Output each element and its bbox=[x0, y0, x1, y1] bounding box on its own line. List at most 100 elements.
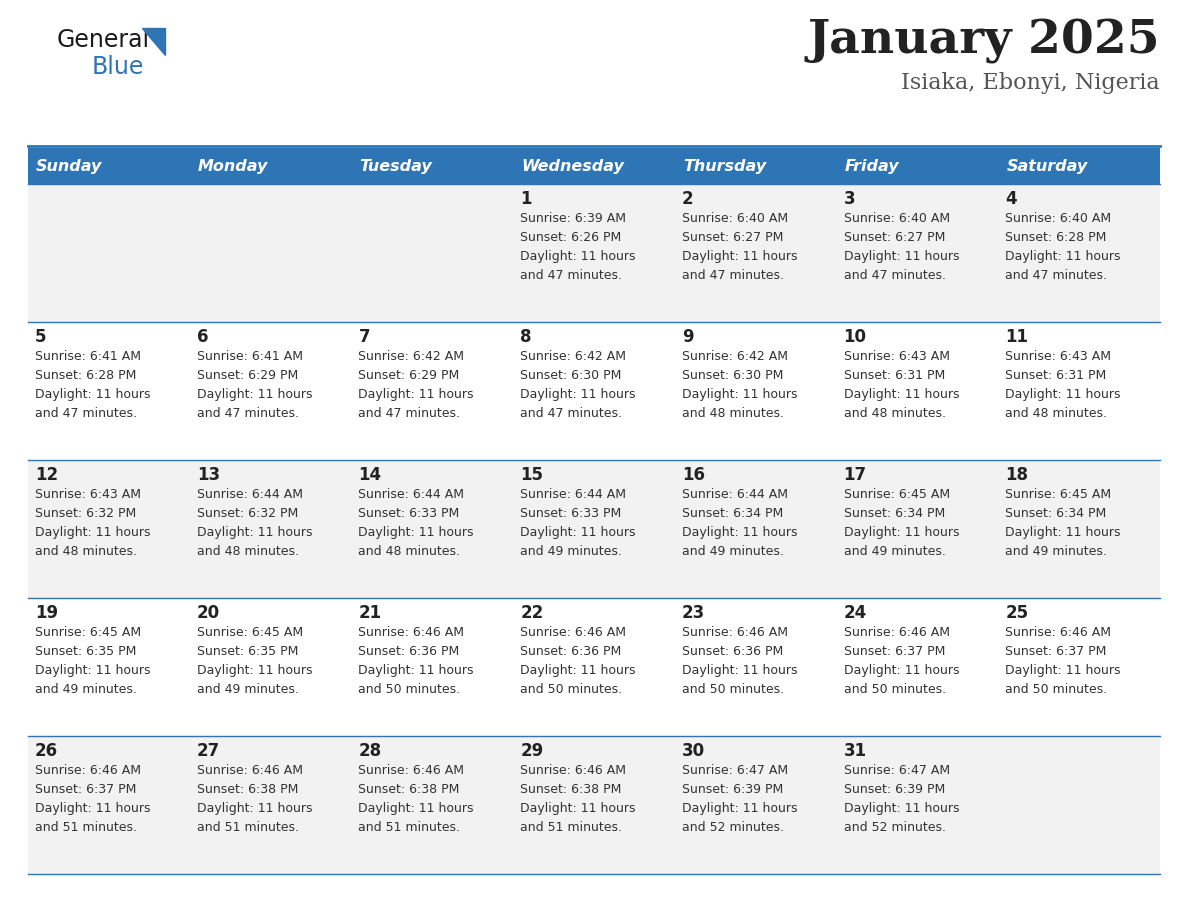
Bar bbox=[29, 598, 1159, 736]
Text: and 49 minutes.: and 49 minutes. bbox=[682, 545, 784, 558]
Text: 30: 30 bbox=[682, 742, 704, 760]
Text: 3: 3 bbox=[843, 190, 855, 208]
Text: Daylight: 11 hours: Daylight: 11 hours bbox=[359, 526, 474, 539]
Text: Daylight: 11 hours: Daylight: 11 hours bbox=[843, 526, 959, 539]
Text: Sunrise: 6:44 AM: Sunrise: 6:44 AM bbox=[682, 488, 788, 501]
Text: Sunrise: 6:41 AM: Sunrise: 6:41 AM bbox=[197, 350, 303, 363]
Text: Sunset: 6:36 PM: Sunset: 6:36 PM bbox=[359, 645, 460, 658]
Text: and 51 minutes.: and 51 minutes. bbox=[520, 821, 623, 834]
Text: Daylight: 11 hours: Daylight: 11 hours bbox=[34, 802, 151, 815]
Text: Sunrise: 6:46 AM: Sunrise: 6:46 AM bbox=[843, 626, 949, 639]
Text: 14: 14 bbox=[359, 466, 381, 484]
Text: and 48 minutes.: and 48 minutes. bbox=[843, 407, 946, 420]
Text: Daylight: 11 hours: Daylight: 11 hours bbox=[34, 664, 151, 677]
Text: Daylight: 11 hours: Daylight: 11 hours bbox=[682, 388, 797, 401]
Text: Daylight: 11 hours: Daylight: 11 hours bbox=[682, 802, 797, 815]
Text: Sunset: 6:31 PM: Sunset: 6:31 PM bbox=[843, 369, 944, 382]
Text: Daylight: 11 hours: Daylight: 11 hours bbox=[1005, 388, 1120, 401]
Text: Daylight: 11 hours: Daylight: 11 hours bbox=[843, 664, 959, 677]
Text: and 51 minutes.: and 51 minutes. bbox=[34, 821, 137, 834]
Text: and 47 minutes.: and 47 minutes. bbox=[359, 407, 461, 420]
Text: Sunset: 6:34 PM: Sunset: 6:34 PM bbox=[682, 507, 783, 520]
Text: Tuesday: Tuesday bbox=[360, 159, 432, 174]
Text: and 47 minutes.: and 47 minutes. bbox=[843, 269, 946, 282]
Text: Isiaka, Ebonyi, Nigeria: Isiaka, Ebonyi, Nigeria bbox=[902, 72, 1159, 94]
Text: Sunset: 6:36 PM: Sunset: 6:36 PM bbox=[682, 645, 783, 658]
Text: Saturday: Saturday bbox=[1006, 159, 1087, 174]
Bar bbox=[29, 184, 1159, 322]
Text: Sunrise: 6:40 AM: Sunrise: 6:40 AM bbox=[843, 212, 949, 225]
Text: Daylight: 11 hours: Daylight: 11 hours bbox=[197, 802, 312, 815]
Text: Wednesday: Wednesday bbox=[522, 159, 624, 174]
Text: Sunset: 6:32 PM: Sunset: 6:32 PM bbox=[34, 507, 137, 520]
Text: and 48 minutes.: and 48 minutes. bbox=[682, 407, 784, 420]
Text: Sunset: 6:29 PM: Sunset: 6:29 PM bbox=[197, 369, 298, 382]
Text: Sunset: 6:38 PM: Sunset: 6:38 PM bbox=[359, 783, 460, 796]
Text: Sunset: 6:34 PM: Sunset: 6:34 PM bbox=[843, 507, 944, 520]
Text: Sunset: 6:35 PM: Sunset: 6:35 PM bbox=[197, 645, 298, 658]
Text: and 51 minutes.: and 51 minutes. bbox=[359, 821, 461, 834]
Text: Daylight: 11 hours: Daylight: 11 hours bbox=[520, 388, 636, 401]
Text: and 48 minutes.: and 48 minutes. bbox=[34, 545, 137, 558]
Text: Sunrise: 6:41 AM: Sunrise: 6:41 AM bbox=[34, 350, 141, 363]
Text: Sunrise: 6:44 AM: Sunrise: 6:44 AM bbox=[359, 488, 465, 501]
Text: and 47 minutes.: and 47 minutes. bbox=[682, 269, 784, 282]
Text: 8: 8 bbox=[520, 328, 532, 346]
Text: and 52 minutes.: and 52 minutes. bbox=[682, 821, 784, 834]
Bar bbox=[29, 148, 190, 184]
Text: January 2025: January 2025 bbox=[808, 18, 1159, 64]
Text: 26: 26 bbox=[34, 742, 58, 760]
Text: Sunset: 6:37 PM: Sunset: 6:37 PM bbox=[34, 783, 137, 796]
Text: Sunrise: 6:43 AM: Sunrise: 6:43 AM bbox=[34, 488, 141, 501]
Text: Sunday: Sunday bbox=[36, 159, 102, 174]
Text: 4: 4 bbox=[1005, 190, 1017, 208]
Text: 5: 5 bbox=[34, 328, 46, 346]
Text: Sunset: 6:31 PM: Sunset: 6:31 PM bbox=[1005, 369, 1106, 382]
Text: 11: 11 bbox=[1005, 328, 1029, 346]
Text: 29: 29 bbox=[520, 742, 543, 760]
Text: 1: 1 bbox=[520, 190, 532, 208]
Text: Sunset: 6:32 PM: Sunset: 6:32 PM bbox=[197, 507, 298, 520]
Text: Daylight: 11 hours: Daylight: 11 hours bbox=[359, 802, 474, 815]
Text: 25: 25 bbox=[1005, 604, 1029, 622]
Text: Sunrise: 6:45 AM: Sunrise: 6:45 AM bbox=[197, 626, 303, 639]
Text: 15: 15 bbox=[520, 466, 543, 484]
Text: Sunrise: 6:40 AM: Sunrise: 6:40 AM bbox=[1005, 212, 1112, 225]
Text: Sunrise: 6:45 AM: Sunrise: 6:45 AM bbox=[843, 488, 949, 501]
Text: and 51 minutes.: and 51 minutes. bbox=[197, 821, 298, 834]
Text: Daylight: 11 hours: Daylight: 11 hours bbox=[520, 802, 636, 815]
Text: Sunset: 6:30 PM: Sunset: 6:30 PM bbox=[682, 369, 783, 382]
Text: 23: 23 bbox=[682, 604, 706, 622]
Text: Sunrise: 6:45 AM: Sunrise: 6:45 AM bbox=[34, 626, 141, 639]
Text: Sunrise: 6:46 AM: Sunrise: 6:46 AM bbox=[682, 626, 788, 639]
Text: Daylight: 11 hours: Daylight: 11 hours bbox=[1005, 526, 1120, 539]
Text: Friday: Friday bbox=[845, 159, 899, 174]
Text: 31: 31 bbox=[843, 742, 867, 760]
Text: and 47 minutes.: and 47 minutes. bbox=[520, 407, 623, 420]
Text: and 50 minutes.: and 50 minutes. bbox=[682, 683, 784, 696]
Text: and 48 minutes.: and 48 minutes. bbox=[197, 545, 298, 558]
Text: Sunrise: 6:46 AM: Sunrise: 6:46 AM bbox=[520, 764, 626, 777]
Text: Daylight: 11 hours: Daylight: 11 hours bbox=[197, 388, 312, 401]
Text: Sunrise: 6:46 AM: Sunrise: 6:46 AM bbox=[197, 764, 303, 777]
Text: 7: 7 bbox=[359, 328, 369, 346]
Polygon shape bbox=[143, 28, 165, 55]
Text: and 47 minutes.: and 47 minutes. bbox=[34, 407, 137, 420]
Bar bbox=[352, 148, 513, 184]
Text: Sunset: 6:33 PM: Sunset: 6:33 PM bbox=[520, 507, 621, 520]
Text: Sunrise: 6:44 AM: Sunrise: 6:44 AM bbox=[520, 488, 626, 501]
Text: Sunset: 6:38 PM: Sunset: 6:38 PM bbox=[520, 783, 621, 796]
Text: Sunset: 6:37 PM: Sunset: 6:37 PM bbox=[843, 645, 944, 658]
Text: Sunset: 6:35 PM: Sunset: 6:35 PM bbox=[34, 645, 137, 658]
Text: and 47 minutes.: and 47 minutes. bbox=[1005, 269, 1107, 282]
Text: Sunrise: 6:42 AM: Sunrise: 6:42 AM bbox=[359, 350, 465, 363]
Bar bbox=[513, 148, 675, 184]
Bar bbox=[998, 148, 1159, 184]
Text: 10: 10 bbox=[843, 328, 866, 346]
Text: Sunrise: 6:47 AM: Sunrise: 6:47 AM bbox=[843, 764, 949, 777]
Text: Sunset: 6:26 PM: Sunset: 6:26 PM bbox=[520, 231, 621, 244]
Text: Sunrise: 6:42 AM: Sunrise: 6:42 AM bbox=[682, 350, 788, 363]
Text: Daylight: 11 hours: Daylight: 11 hours bbox=[359, 388, 474, 401]
Text: Daylight: 11 hours: Daylight: 11 hours bbox=[197, 526, 312, 539]
Text: 2: 2 bbox=[682, 190, 694, 208]
